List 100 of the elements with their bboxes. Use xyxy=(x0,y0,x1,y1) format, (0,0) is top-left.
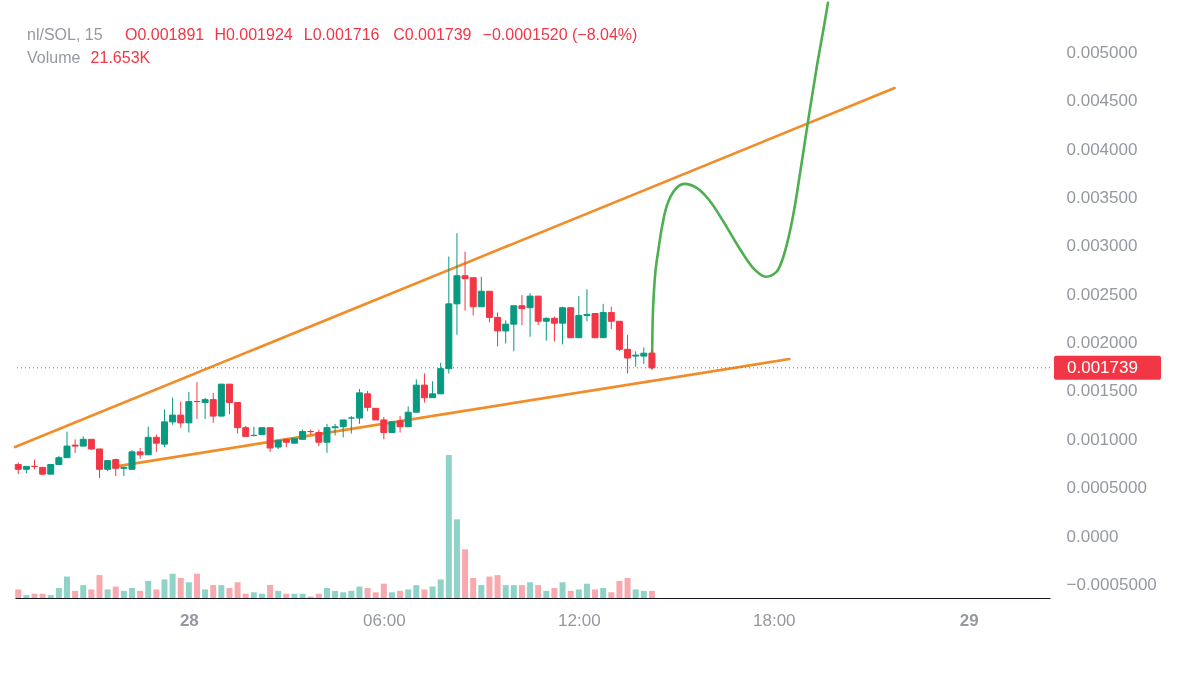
bar xyxy=(486,576,493,598)
candlestick xyxy=(364,390,372,412)
bar xyxy=(145,580,152,598)
bar xyxy=(55,587,62,598)
candlestick xyxy=(201,397,209,420)
annotation: −0.0001520 (−8.04%) xyxy=(482,26,638,43)
annotation: L0.001716 xyxy=(303,26,380,43)
y-tick-label: 0.003500 xyxy=(1066,187,1138,207)
bar xyxy=(624,577,631,598)
candlestick xyxy=(396,415,404,434)
annotation: H0.001924 xyxy=(214,26,293,43)
y-tick-label: 0.002500 xyxy=(1066,284,1138,304)
bar xyxy=(169,573,176,598)
bar xyxy=(96,575,103,598)
x-tick-label: 12:00 xyxy=(558,610,601,630)
bar xyxy=(291,593,298,598)
bar xyxy=(640,590,647,598)
chart-title: Volume xyxy=(27,49,81,66)
bar xyxy=(112,586,119,598)
bar xyxy=(600,587,607,598)
bar xyxy=(559,582,566,598)
bar xyxy=(31,593,38,598)
bar xyxy=(380,583,387,598)
bar xyxy=(267,585,274,598)
candlestick xyxy=(266,427,274,453)
bar xyxy=(39,593,46,598)
candlestick xyxy=(209,392,217,424)
bar xyxy=(299,593,306,598)
bar xyxy=(218,585,225,598)
y-tick-label: 0.001000 xyxy=(1066,429,1138,449)
candlestick xyxy=(420,373,428,404)
x-tick-label: 18:00 xyxy=(753,610,796,630)
candlestick xyxy=(550,315,558,343)
bar xyxy=(137,590,144,598)
bar xyxy=(47,595,54,598)
ref-line-label: 0.001739 xyxy=(1067,357,1138,377)
bar xyxy=(527,582,534,598)
bar xyxy=(372,592,379,598)
bar xyxy=(364,587,371,598)
bar xyxy=(275,590,282,598)
bar xyxy=(128,587,135,598)
bar xyxy=(185,582,192,598)
bar xyxy=(437,579,444,598)
candlestick xyxy=(542,316,550,342)
y-tick-label: 0.003000 xyxy=(1066,236,1138,256)
bar xyxy=(332,590,339,598)
candlestick xyxy=(177,401,185,429)
bar xyxy=(348,590,355,598)
bar xyxy=(518,585,525,598)
bar xyxy=(356,586,363,598)
bar xyxy=(283,593,290,598)
candlestick xyxy=(526,292,534,338)
y-tick-label: 0.0000 xyxy=(1066,526,1119,546)
y-tick-label: 0.004000 xyxy=(1066,139,1138,159)
bar xyxy=(234,582,241,598)
bar xyxy=(226,587,233,598)
candlestick xyxy=(185,391,193,434)
bar xyxy=(616,580,623,598)
bar xyxy=(608,592,615,598)
candlestick xyxy=(347,415,355,434)
bar xyxy=(250,592,257,598)
bar xyxy=(120,590,127,598)
candlestick xyxy=(559,306,567,345)
bar xyxy=(429,586,436,598)
bar xyxy=(397,590,404,598)
bar xyxy=(470,577,477,598)
annotation: 21.653K xyxy=(90,49,151,66)
bar xyxy=(551,587,558,598)
bar xyxy=(161,579,168,598)
bar xyxy=(388,592,395,598)
bar xyxy=(210,585,217,598)
bar xyxy=(510,585,517,598)
bar xyxy=(648,590,655,598)
bar xyxy=(202,589,209,598)
bar xyxy=(413,585,420,598)
y-tick-label: −0.0005000 xyxy=(1066,574,1157,594)
bar xyxy=(63,576,70,598)
bar xyxy=(405,589,412,598)
y-tick-label: 0.005000 xyxy=(1066,42,1138,62)
candlestick xyxy=(518,294,526,326)
text: nl/SOL, 15 xyxy=(27,26,103,43)
bar xyxy=(258,593,265,598)
bar xyxy=(153,589,160,598)
bar xyxy=(242,593,249,598)
bar xyxy=(453,519,460,598)
bar xyxy=(543,590,550,598)
bar xyxy=(80,585,87,598)
bar xyxy=(462,549,469,598)
bar xyxy=(445,454,452,598)
bar xyxy=(478,585,485,598)
bar xyxy=(72,590,79,598)
bar xyxy=(88,589,95,598)
x-tick-label: 06:00 xyxy=(363,610,406,630)
x-tick-label: 28 xyxy=(179,610,199,630)
bar xyxy=(104,589,111,598)
bar xyxy=(15,589,22,598)
y-tick-label: 0.0005000 xyxy=(1066,478,1147,498)
bar xyxy=(421,589,428,598)
bar xyxy=(567,590,574,598)
annotation: O0.001891 xyxy=(125,26,205,43)
